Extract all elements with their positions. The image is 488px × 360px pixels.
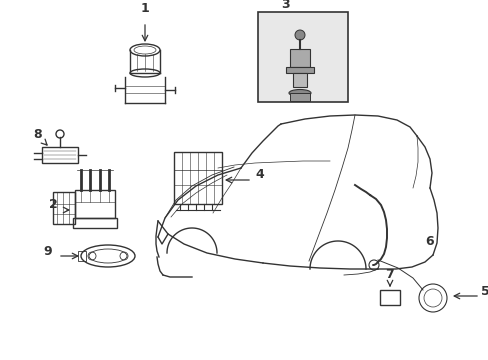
Ellipse shape bbox=[288, 90, 310, 96]
Circle shape bbox=[294, 30, 305, 40]
Bar bbox=[78, 251, 86, 261]
Text: 1: 1 bbox=[141, 2, 149, 15]
Bar bbox=[379, 290, 399, 305]
Bar bbox=[53, 192, 75, 224]
Bar bbox=[292, 73, 306, 87]
Text: 2: 2 bbox=[49, 198, 58, 211]
Text: 7: 7 bbox=[385, 268, 393, 281]
Text: 3: 3 bbox=[281, 0, 290, 11]
Bar bbox=[289, 49, 309, 67]
Text: 9: 9 bbox=[43, 245, 52, 258]
Text: 4: 4 bbox=[254, 168, 263, 181]
Text: 8: 8 bbox=[34, 128, 42, 141]
Text: 5: 5 bbox=[480, 285, 488, 298]
Bar bbox=[289, 93, 309, 101]
Bar bbox=[258, 12, 347, 102]
Bar bbox=[285, 67, 313, 73]
Bar bbox=[73, 218, 117, 228]
Bar bbox=[174, 152, 222, 204]
Bar bbox=[75, 190, 115, 218]
Text: 6: 6 bbox=[424, 235, 433, 248]
Bar bbox=[42, 147, 78, 163]
